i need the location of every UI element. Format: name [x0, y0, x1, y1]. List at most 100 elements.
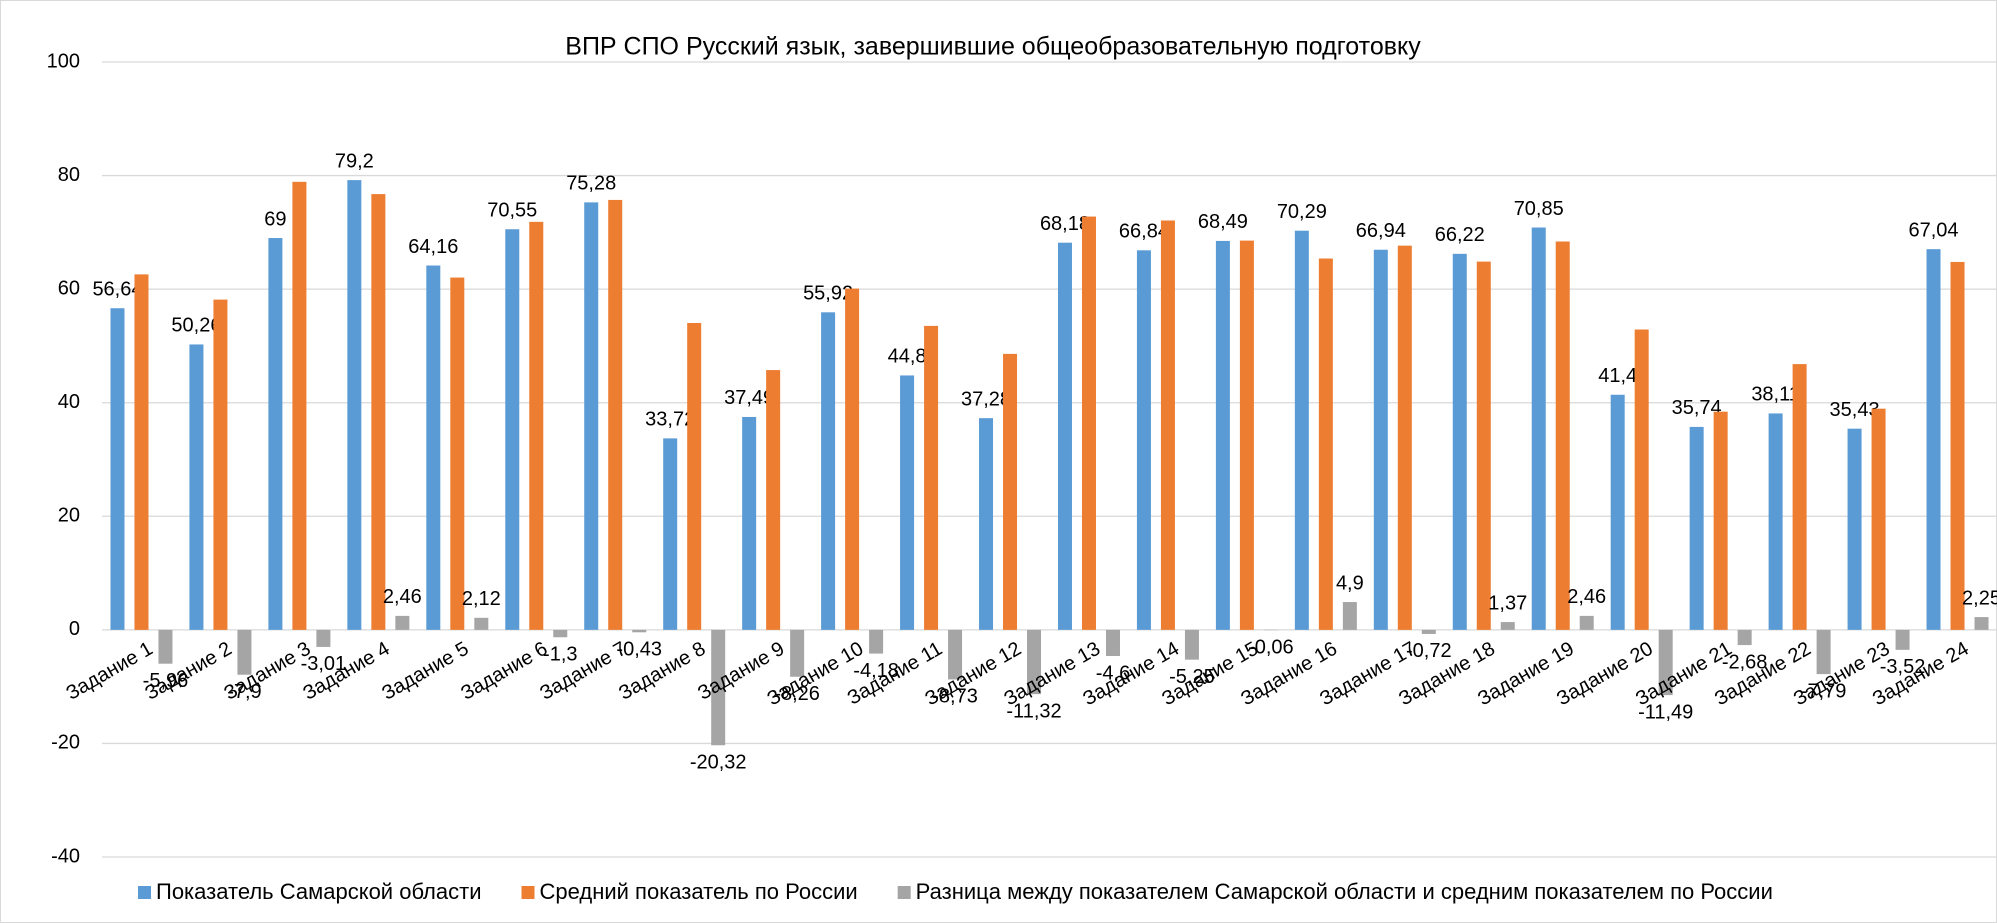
bar [1871, 408, 1886, 630]
bar [1239, 240, 1254, 630]
bar [158, 629, 173, 664]
data-label: 64,16 [408, 236, 458, 258]
bar [1768, 413, 1783, 630]
y-tick-label: -40 [51, 845, 80, 867]
legend-swatch [138, 886, 151, 899]
bar [869, 629, 884, 654]
bar [1294, 230, 1309, 630]
bar [213, 299, 228, 630]
data-label: 68,18 [1040, 213, 1090, 235]
bar [1003, 353, 1018, 630]
data-label: 37,49 [724, 387, 774, 409]
bar [553, 629, 568, 638]
bar [766, 370, 781, 630]
bar [426, 265, 441, 630]
bar [110, 308, 125, 630]
bar [1634, 329, 1649, 630]
bar [371, 194, 386, 630]
data-label: -0,43 [616, 639, 662, 661]
bar [1658, 629, 1673, 696]
data-label: -2,68 [1722, 651, 1768, 673]
bar [584, 202, 599, 630]
bar [790, 629, 805, 677]
data-label: 67,04 [1908, 219, 1958, 241]
bar [1610, 394, 1625, 630]
bar [1105, 629, 1120, 656]
y-tick-label: -20 [51, 732, 80, 754]
bar [821, 312, 836, 630]
bar [1373, 249, 1388, 630]
bar [845, 288, 860, 630]
data-label: 75,28 [566, 173, 616, 195]
bar [1342, 602, 1357, 630]
bar [1452, 253, 1467, 630]
bar [742, 416, 757, 630]
data-label: 2,46 [1567, 586, 1606, 608]
bar [1689, 426, 1704, 630]
bar [1476, 261, 1491, 630]
data-label: -3,01 [301, 653, 347, 675]
bar [663, 438, 678, 630]
y-tick-label: 100 [47, 50, 80, 72]
bar [347, 180, 362, 630]
bar [1136, 250, 1151, 630]
bar [450, 277, 465, 630]
data-label: 66,84 [1119, 221, 1169, 243]
bar [1531, 227, 1546, 630]
data-label: 50,26 [171, 315, 221, 337]
data-label: -4,18 [853, 660, 899, 682]
legend-label: Разница между показателем Самарской обла… [916, 879, 1773, 904]
bar [505, 229, 520, 630]
bar [687, 322, 702, 630]
bar [1081, 216, 1096, 630]
bar [979, 418, 994, 630]
chart-title: ВПР СПО Русский язык, завершившие общеоб… [565, 33, 1421, 61]
data-label: 38,11 [1751, 384, 1800, 406]
bar [1318, 258, 1333, 630]
data-label: 41,4 [1598, 365, 1637, 387]
bar [474, 617, 489, 630]
bar [1160, 220, 1175, 630]
data-label: 70,55 [487, 200, 537, 222]
data-label: -5,96 [143, 670, 189, 692]
data-label: 79,2 [335, 150, 374, 172]
y-tick-label: 0 [69, 618, 80, 640]
data-label: -11,49 [1638, 701, 1693, 723]
bar [189, 344, 204, 630]
bar [1737, 629, 1752, 646]
data-label: -8,73 [932, 686, 978, 708]
bar [268, 238, 283, 630]
data-label: 37,28 [961, 388, 1011, 410]
data-label: -0,06 [1248, 636, 1294, 658]
bar [1950, 261, 1965, 630]
data-label: 56,64 [92, 279, 142, 301]
bar [1215, 240, 1230, 630]
bar [529, 221, 544, 630]
data-label: -7,79 [1801, 680, 1847, 702]
bar [1847, 428, 1862, 630]
data-label: -0,72 [1406, 640, 1452, 662]
data-label: 70,29 [1277, 201, 1327, 223]
data-label: 2,46 [383, 586, 422, 608]
data-label: -7,9 [227, 681, 261, 703]
data-label: 4,9 [1336, 572, 1364, 594]
data-label: -5,25 [1169, 666, 1215, 688]
data-label: -11,32 [1006, 700, 1061, 722]
data-label: -3,52 [1880, 656, 1926, 678]
bar [316, 629, 331, 647]
data-label: 68,49 [1198, 211, 1248, 233]
y-tick-label: 80 [58, 164, 80, 186]
bar [1895, 629, 1910, 650]
bar [1555, 241, 1570, 630]
bar [1027, 629, 1042, 695]
bar [1926, 249, 1941, 630]
data-label: -1,3 [543, 644, 577, 666]
bar [924, 325, 939, 630]
data-label: 33,72 [645, 409, 695, 431]
bar [1713, 411, 1728, 630]
bar [1792, 364, 1807, 630]
bar [1974, 617, 1989, 630]
data-label: 66,94 [1356, 220, 1406, 242]
data-label: 35,74 [1672, 397, 1722, 419]
